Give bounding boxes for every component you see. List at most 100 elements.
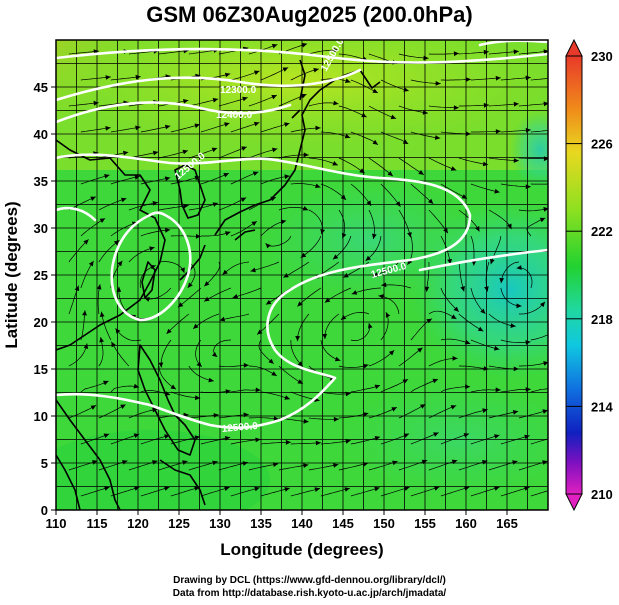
streamline — [232, 287, 262, 299]
streamline-arrowhead — [525, 75, 531, 81]
streamline-arrowhead — [543, 101, 548, 107]
streamline-arrowhead — [152, 460, 158, 465]
streamline-arrowhead — [99, 311, 105, 317]
streamline-arrowhead — [471, 260, 477, 266]
streamline — [350, 436, 381, 445]
streamline-arrowhead — [428, 198, 434, 204]
streamline-arrowhead — [103, 433, 110, 438]
streamline-arrowhead — [180, 267, 185, 273]
colorbar-tick-label: 226 — [591, 137, 613, 152]
streamline — [332, 235, 352, 260]
y-tick-label: 10 — [34, 409, 48, 424]
streamline-arrowhead — [333, 47, 339, 53]
streamline — [428, 53, 459, 55]
coastlines — [56, 59, 381, 510]
streamline-arrowhead — [194, 123, 200, 129]
streamline — [278, 206, 309, 211]
streamline-arrowhead — [303, 418, 309, 424]
streamline — [128, 460, 158, 471]
colorbar-tick-label: 230 — [591, 49, 613, 64]
streamline-arrowhead — [314, 487, 320, 492]
x-tick-label: 150 — [373, 516, 395, 531]
streamline-arrowhead — [344, 487, 350, 492]
streamline-arrowhead — [395, 201, 401, 207]
lat-lon-grid — [55, 39, 549, 511]
streamline-arrowhead — [315, 125, 321, 131]
streamline — [110, 433, 140, 445]
credit-data: Data from http://database.rish.kyoto-u.a… — [172, 588, 447, 599]
streamline-arrowhead — [475, 226, 480, 232]
streamline — [248, 463, 279, 471]
streamline-arrowhead — [158, 362, 164, 368]
streamline-arrowhead — [460, 286, 465, 292]
streamline-arrowhead — [453, 51, 459, 57]
streamline — [297, 287, 322, 307]
y-axis-title: Latitude (degrees) — [2, 201, 21, 348]
streamline-arrowhead — [368, 323, 373, 329]
streamline-arrowhead — [284, 174, 290, 180]
contour-label: 12400.0 — [216, 110, 253, 121]
streamline-arrowhead — [525, 387, 531, 392]
streamline-arrowhead — [313, 67, 319, 73]
streamline-arrowhead — [164, 486, 170, 491]
streamline — [380, 183, 401, 207]
y-tick-label: 15 — [34, 362, 48, 377]
streamline-arrowhead — [83, 343, 89, 349]
streamline-arrowhead — [243, 362, 249, 368]
streamline-arrowhead — [164, 124, 171, 130]
colorbar: 230 226 222 218 214 210 — [565, 38, 613, 512]
streamline-arrowhead — [183, 203, 189, 209]
streamline — [260, 122, 290, 133]
streamline — [290, 183, 321, 188]
streamline-arrowhead — [315, 440, 321, 446]
streamline — [200, 486, 230, 497]
streamline-arrowhead — [117, 260, 123, 267]
streamline-arrowhead — [301, 42, 308, 48]
streamline — [98, 240, 120, 263]
streamline-arrowhead — [223, 173, 229, 178]
streamline-arrowhead — [322, 333, 328, 339]
streamline — [458, 157, 489, 166]
streamline-arrowhead — [254, 486, 260, 492]
streamline-arrowhead — [211, 147, 218, 153]
streamline — [350, 487, 380, 497]
y-axis: 0 5 10 15 20 25 30 35 40 45 — [34, 80, 56, 518]
x-tick-label: 125 — [168, 516, 190, 531]
streamline — [458, 261, 465, 292]
streamline-arrowhead — [556, 75, 561, 80]
streamline — [230, 122, 260, 133]
streamline-arrowhead — [164, 176, 171, 182]
streamline-arrowhead — [224, 231, 231, 236]
streamline-arrowhead — [224, 486, 230, 491]
streamlines — [68, 43, 548, 497]
streamline-arrowhead — [208, 377, 214, 383]
streamline-arrowhead — [418, 170, 424, 175]
streamline — [340, 312, 370, 321]
streamline — [188, 98, 219, 107]
y-tick-label: 20 — [34, 315, 48, 330]
streamline-arrowhead — [123, 150, 129, 156]
streamline-arrowhead — [212, 352, 218, 357]
streamline-arrowhead — [495, 387, 501, 393]
colorbar-tick-label: 218 — [591, 312, 613, 327]
streamline-arrowhead — [182, 149, 188, 155]
streamline — [398, 157, 424, 176]
streamline-arrowhead — [99, 337, 104, 343]
streamline — [230, 171, 259, 185]
streamline-arrowhead — [435, 81, 441, 86]
streamline-arrowhead — [92, 460, 98, 465]
y-tick-label: 45 — [34, 80, 48, 95]
streamline-arrowhead — [390, 114, 397, 120]
streamline-arrowhead — [543, 49, 548, 55]
colorbar-tick-label: 210 — [591, 487, 613, 502]
streamline-arrowhead — [494, 188, 500, 194]
streamline-arrowhead — [553, 329, 559, 334]
streamline-arrowhead — [99, 218, 106, 223]
streamline — [192, 313, 220, 330]
streamline-arrowhead — [361, 112, 367, 118]
streamline-arrowhead — [402, 379, 409, 384]
streamline-arrowhead — [104, 486, 110, 491]
streamline — [368, 105, 397, 119]
streamline-arrowhead — [240, 197, 247, 202]
streamline — [410, 183, 434, 205]
